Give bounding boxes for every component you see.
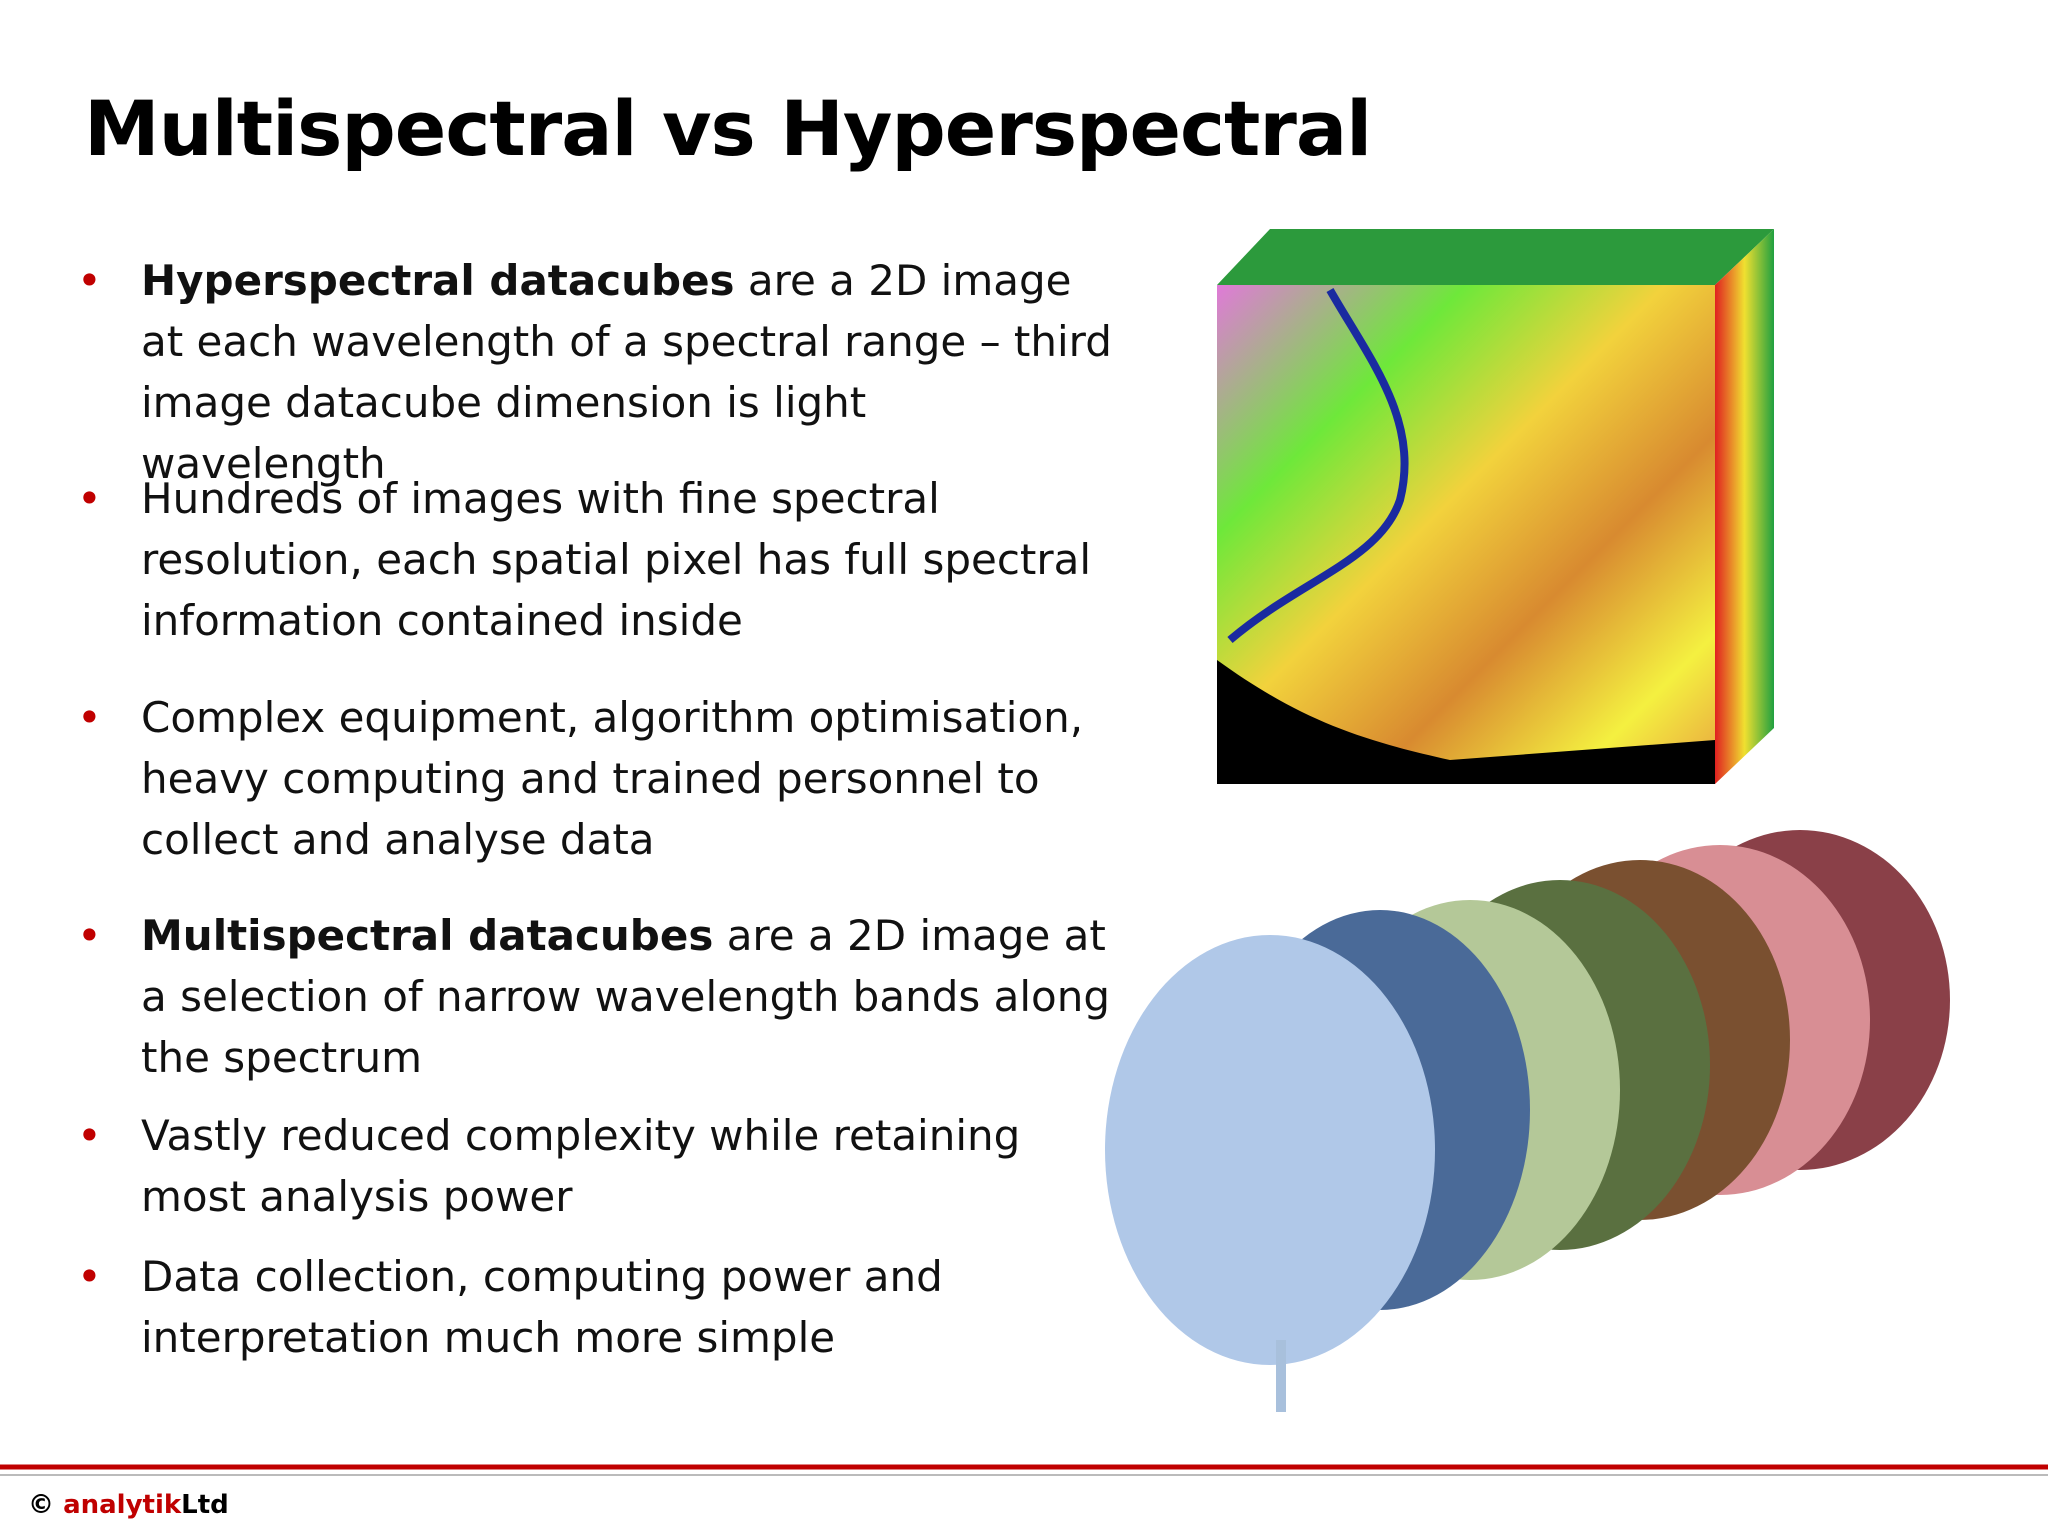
brand-suffix: Ltd xyxy=(181,1490,229,1520)
bullet: Data collection, computing power and int… xyxy=(77,1246,1121,1368)
footer: © analytikLtd xyxy=(28,1490,229,1520)
bullet-text: Complex equipment, algorithm optimisatio… xyxy=(141,693,1084,864)
bullet: Vastly reduced complexity while retainin… xyxy=(77,1105,1121,1227)
bullet-text: are a 2D image at each wavelength of a s… xyxy=(141,256,1112,488)
bullet: Complex equipment, algorithm optimisatio… xyxy=(77,687,1121,870)
bullet: Multispectral datacubes are a 2D image a… xyxy=(77,905,1121,1088)
bullet-bold: Hyperspectral datacubes xyxy=(141,256,735,305)
slide-title: Multispectral vs Hyperspectral xyxy=(84,84,1372,173)
bullet-bold: Multispectral datacubes xyxy=(141,911,714,960)
bullet-text: Hundreds of images with fine spectral re… xyxy=(141,474,1092,645)
bullet-text: Vastly reduced complexity while retainin… xyxy=(141,1111,1021,1221)
datacube xyxy=(1217,229,1774,784)
bullet: Hundreds of images with fine spectral re… xyxy=(77,468,1121,651)
leaves xyxy=(1105,830,1950,1412)
bullet: Hyperspectral datacubes are a 2D image a… xyxy=(77,250,1121,494)
copyright: © xyxy=(28,1490,54,1520)
bullet-text: Data collection, computing power and int… xyxy=(141,1252,943,1362)
bullet-text: are a 2D image at a selection of narrow … xyxy=(141,911,1110,1082)
brand: analytik xyxy=(63,1490,182,1520)
